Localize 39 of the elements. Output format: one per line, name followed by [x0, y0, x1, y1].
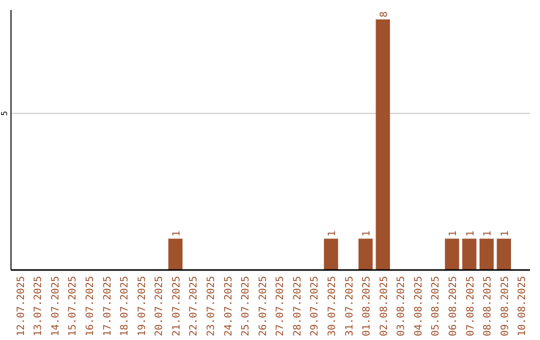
x-tick-label: 09.08.2025	[500, 276, 511, 336]
x-tick-label: 08.08.2025	[482, 276, 494, 336]
x-tick-label: 02.08.2025	[378, 276, 390, 336]
y-tick-label: 5	[0, 110, 9, 116]
x-tick-label: 10.08.2025	[517, 276, 528, 336]
x-tick-label: 26.07.2025	[258, 276, 269, 336]
x-tick-label: 28.07.2025	[292, 276, 304, 336]
data-label: 1	[362, 230, 373, 237]
x-tick-label: 30.07.2025	[327, 276, 338, 336]
x-tick-label: 21.07.2025	[171, 276, 182, 336]
data-label: 1	[465, 230, 476, 237]
x-tick-label: 31.07.2025	[344, 276, 356, 336]
x-tick-label: 14.07.2025	[50, 276, 62, 336]
x-tick-label: 24.07.2025	[223, 276, 234, 336]
x-tick-label: 23.07.2025	[206, 276, 217, 336]
x-tick-label: 12.07.2025	[16, 276, 27, 336]
data-label: 1	[327, 230, 338, 237]
x-tick-label: 07.08.2025	[465, 276, 476, 336]
x-tick-label: 22.07.2025	[188, 276, 200, 336]
x-tick-label: 05.08.2025	[430, 276, 442, 336]
data-label: 1	[448, 230, 460, 237]
x-tick-label: 03.08.2025	[396, 276, 408, 336]
data-label: 1	[482, 230, 494, 237]
x-tick-label: 18.07.2025	[120, 276, 131, 336]
x-tick-label: 04.08.2025	[413, 276, 424, 336]
x-tick-label: 06.08.2025	[448, 276, 460, 336]
x-tick-label: 25.07.2025	[240, 276, 252, 336]
data-label: 1	[171, 230, 182, 237]
x-tick-label: 20.07.2025	[154, 276, 166, 336]
x-tick-label: 17.07.2025	[102, 276, 114, 336]
x-tick-label: 01.08.2025	[362, 276, 373, 336]
x-tick-label: 29.07.2025	[310, 276, 321, 336]
data-label: 1	[500, 230, 511, 237]
x-tick-label: 16.07.2025	[84, 276, 96, 336]
data-label: 8	[378, 11, 390, 18]
x-tick-label: 27.07.2025	[275, 276, 286, 336]
x-tick-label: 13.07.2025	[33, 276, 44, 336]
x-tick-label: 15.07.2025	[68, 276, 79, 336]
x-tick-label: 19.07.2025	[136, 276, 148, 336]
